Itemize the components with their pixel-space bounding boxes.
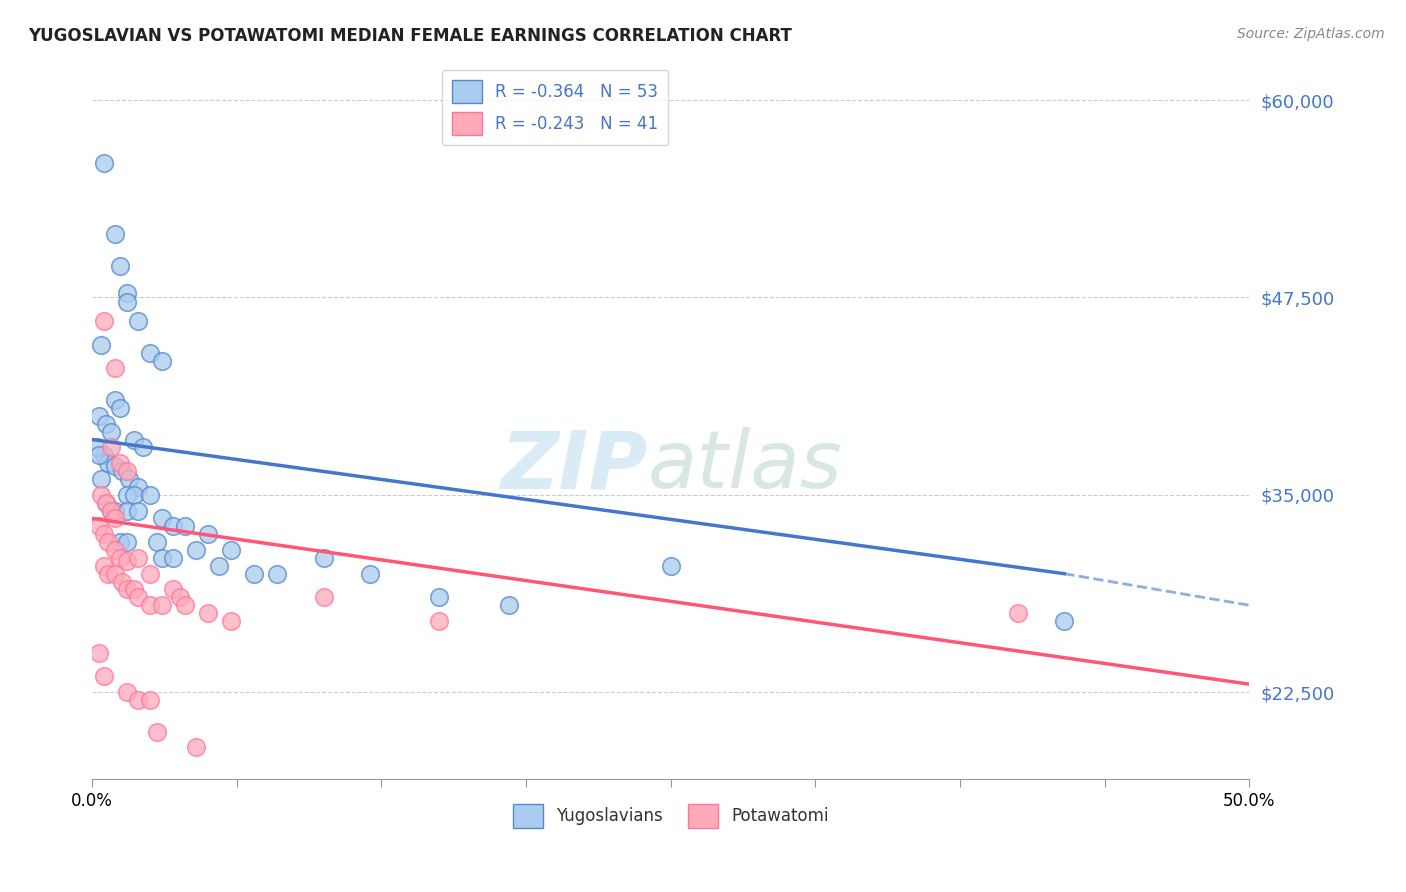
Point xyxy=(146,724,169,739)
Point xyxy=(139,566,162,581)
Point xyxy=(139,345,162,359)
Point xyxy=(115,535,138,549)
Point xyxy=(1007,606,1029,620)
Point xyxy=(115,582,138,597)
Point xyxy=(111,574,134,589)
Point xyxy=(108,456,131,470)
Point xyxy=(94,496,117,510)
Point xyxy=(312,591,335,605)
Point xyxy=(104,511,127,525)
Text: YUGOSLAVIAN VS POTAWATOMI MEDIAN FEMALE EARNINGS CORRELATION CHART: YUGOSLAVIAN VS POTAWATOMI MEDIAN FEMALE … xyxy=(28,27,792,45)
Point xyxy=(162,582,184,597)
Point xyxy=(127,480,149,494)
Point xyxy=(94,496,117,510)
Point xyxy=(97,535,120,549)
Point xyxy=(100,425,122,439)
Point xyxy=(139,599,162,613)
Point xyxy=(427,591,450,605)
Point xyxy=(104,566,127,581)
Point xyxy=(104,227,127,242)
Point xyxy=(90,472,112,486)
Text: atlas: atlas xyxy=(648,427,842,506)
Point xyxy=(150,550,173,565)
Point xyxy=(108,401,131,415)
Point xyxy=(90,338,112,352)
Point xyxy=(132,441,155,455)
Point xyxy=(104,361,127,376)
Point xyxy=(93,448,115,462)
Point xyxy=(93,527,115,541)
Point xyxy=(115,295,138,310)
Point xyxy=(162,550,184,565)
Point xyxy=(127,503,149,517)
Point xyxy=(115,488,138,502)
Point xyxy=(197,606,219,620)
Point xyxy=(94,417,117,431)
Point xyxy=(266,566,288,581)
Point xyxy=(127,693,149,707)
Point xyxy=(104,543,127,558)
Point xyxy=(173,519,195,533)
Point xyxy=(100,441,122,455)
Point xyxy=(93,314,115,328)
Point xyxy=(427,614,450,628)
Point xyxy=(87,448,110,462)
Point xyxy=(97,456,120,470)
Point xyxy=(115,503,138,517)
Point xyxy=(169,591,191,605)
Point xyxy=(150,599,173,613)
Point xyxy=(93,558,115,573)
Point xyxy=(186,740,208,755)
Point xyxy=(93,669,115,683)
Point xyxy=(122,582,145,597)
Point xyxy=(93,156,115,170)
Point xyxy=(104,459,127,474)
Point xyxy=(173,599,195,613)
Point xyxy=(139,693,162,707)
Legend: Yugoslavians, Potawatomi: Yugoslavians, Potawatomi xyxy=(506,797,835,835)
Point xyxy=(146,535,169,549)
Point xyxy=(219,543,242,558)
Point xyxy=(122,433,145,447)
Point xyxy=(150,511,173,525)
Point xyxy=(118,472,141,486)
Point xyxy=(108,535,131,549)
Point xyxy=(104,392,127,407)
Point xyxy=(127,591,149,605)
Point xyxy=(197,527,219,541)
Point xyxy=(186,543,208,558)
Point xyxy=(100,503,122,517)
Point xyxy=(150,353,173,368)
Point xyxy=(108,259,131,273)
Point xyxy=(115,685,138,699)
Point xyxy=(87,409,110,423)
Text: Source: ZipAtlas.com: Source: ZipAtlas.com xyxy=(1237,27,1385,41)
Point xyxy=(219,614,242,628)
Point xyxy=(111,464,134,478)
Point xyxy=(100,503,122,517)
Point xyxy=(90,488,112,502)
Point xyxy=(115,464,138,478)
Text: ZIP: ZIP xyxy=(501,427,648,506)
Point xyxy=(87,519,110,533)
Point xyxy=(243,566,266,581)
Point xyxy=(115,554,138,568)
Point xyxy=(97,566,120,581)
Point xyxy=(87,646,110,660)
Point xyxy=(115,285,138,300)
Point xyxy=(1053,614,1076,628)
Point xyxy=(122,488,145,502)
Point xyxy=(139,488,162,502)
Point xyxy=(498,599,520,613)
Point xyxy=(162,519,184,533)
Point xyxy=(104,503,127,517)
Point xyxy=(127,550,149,565)
Point xyxy=(127,314,149,328)
Point xyxy=(86,441,108,455)
Point xyxy=(659,558,682,573)
Point xyxy=(108,550,131,565)
Point xyxy=(208,558,231,573)
Point xyxy=(312,550,335,565)
Point xyxy=(359,566,381,581)
